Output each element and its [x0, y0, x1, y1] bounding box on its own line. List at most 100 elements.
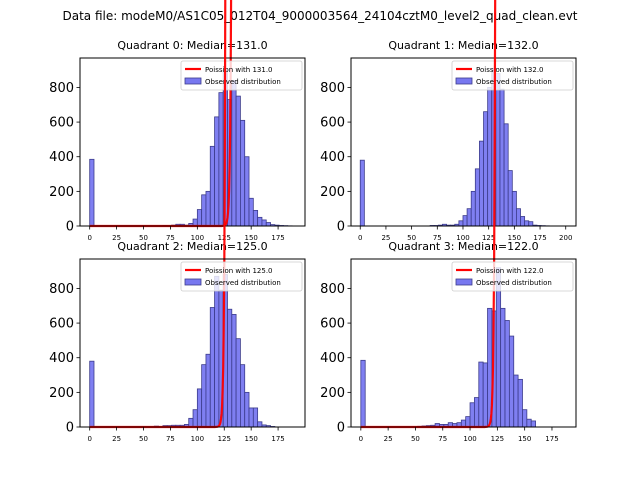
- x-tick-label: 125: [482, 234, 495, 242]
- legend-box: [180, 60, 303, 91]
- histogram-bar: [466, 208, 472, 227]
- histogram-bar: [209, 145, 215, 227]
- histogram-bar: [469, 402, 475, 428]
- x-tick-label: 75: [438, 435, 447, 443]
- y-tick-label: 200: [320, 386, 345, 401]
- legend-observed-swatch: [455, 278, 473, 286]
- x-tick-label: 0: [358, 234, 362, 242]
- y-tick-label: 600: [49, 317, 74, 332]
- x-tick-label: 125: [218, 435, 231, 443]
- x-tick-label: 175: [271, 234, 284, 242]
- legend: Poission with 125.0 Observed distribution: [180, 261, 303, 292]
- axes-frame: [350, 57, 577, 227]
- histogram-bar: [470, 190, 476, 227]
- histogram-bar: [240, 119, 246, 227]
- y-tick-label: 0: [337, 421, 345, 436]
- histogram-bar: [507, 170, 513, 227]
- histogram-bar: [526, 418, 532, 428]
- subplot-quadrant-3: Quadrant 3: Median=122.0 0 200 400 600 800 0 25…: [320, 0, 577, 480]
- y-tick-label: 0: [66, 421, 74, 436]
- histogram-bar: [474, 397, 480, 428]
- histogram-bar: [482, 362, 488, 428]
- histogram-bar: [517, 378, 523, 428]
- histogram-bar: [196, 209, 203, 227]
- histogram-bar: [205, 190, 211, 227]
- legend-box: [451, 60, 574, 91]
- histogram-bar: [513, 374, 519, 428]
- y-tick-label: 0: [337, 220, 345, 235]
- histogram-bar: [201, 364, 207, 428]
- x-tick-label: 100: [191, 435, 204, 443]
- histogram-bar: [201, 194, 207, 227]
- y-tick-label: 800: [49, 81, 74, 96]
- x-tick-label: 75: [433, 234, 442, 242]
- y-tick-label: 800: [320, 81, 345, 96]
- subplot-quadrant-2: Quadrant 2: Median=125.0 0 200 400 600 800 0 25…: [49, 0, 306, 480]
- x-tick-label: 25: [112, 435, 121, 443]
- histogram-bar: [465, 416, 471, 428]
- histogram-bar: [503, 123, 509, 227]
- x-tick-label: 0: [359, 435, 363, 443]
- legend-poisson-label: Poission with 125.0: [205, 267, 273, 275]
- histogram-bar: [89, 158, 95, 227]
- histogram-bar: [462, 215, 468, 227]
- x-tick-label: 150: [244, 435, 257, 443]
- legend: Poission with 122.0 Observed distribution: [451, 261, 574, 292]
- histogram-bar: [248, 407, 254, 428]
- y-tick-label: 200: [49, 185, 74, 200]
- histogram-bar: [474, 168, 480, 227]
- subplot-title: Quadrant 1: Median=132.0: [388, 39, 538, 52]
- histogram-bar: [500, 307, 506, 428]
- histogram-bar: [188, 417, 194, 428]
- legend-box: [451, 261, 574, 292]
- legend: Poission with 132.0 Observed distribution: [451, 60, 574, 91]
- y-tick-label: 600: [320, 317, 345, 332]
- subplot-quadrant-0: Quadrant 0: Median=131.0 0 200 400 600 800 0 25…: [49, 0, 306, 480]
- legend-observed-swatch: [184, 278, 202, 286]
- y-tick-label: 200: [320, 185, 345, 200]
- y-tick-label: 200: [49, 386, 74, 401]
- y-tick-label: 600: [49, 116, 74, 131]
- x-tick-label: 25: [381, 234, 390, 242]
- histogram-bar: [257, 216, 263, 227]
- histogram-bar: [511, 190, 517, 227]
- x-tick-label: 175: [545, 435, 558, 443]
- histogram-bar: [487, 87, 493, 227]
- x-tick-label: 75: [166, 435, 175, 443]
- histogram-bar: [205, 353, 211, 428]
- histogram-bar: [214, 275, 220, 428]
- x-tick-label: 75: [166, 234, 175, 242]
- histogram-bar: [209, 307, 215, 428]
- subplot-title: Quadrant 2: Median=125.0: [117, 240, 267, 253]
- legend-poisson-label: Poission with 122.0: [476, 267, 544, 275]
- legend-observed-swatch: [184, 77, 202, 85]
- x-tick-label: 175: [271, 435, 284, 443]
- y-tick-label: 400: [49, 150, 74, 165]
- histogram-bar: [231, 314, 237, 428]
- x-tick-label: 100: [456, 234, 469, 242]
- x-tick-label: 100: [191, 234, 204, 242]
- histogram-bar: [261, 219, 267, 227]
- y-tick-label: 400: [320, 150, 345, 165]
- x-tick-label: 150: [508, 234, 521, 242]
- histogram-bar: [257, 421, 263, 428]
- histogram-bar: [227, 308, 233, 428]
- x-tick-label: 50: [139, 435, 148, 443]
- histogram-bar: [359, 159, 365, 227]
- histogram-bar: [516, 208, 521, 227]
- histogram-bar: [218, 92, 224, 227]
- x-tick-label: 125: [491, 435, 504, 443]
- x-tick-label: 200: [559, 234, 572, 242]
- x-tick-label: 150: [244, 234, 257, 242]
- histogram-bar: [360, 359, 366, 428]
- y-tick-label: 400: [49, 351, 74, 366]
- histogram-bar: [504, 320, 510, 428]
- histogram-bar: [244, 156, 250, 227]
- axes-frame: [350, 258, 577, 428]
- histogram-bar: [522, 409, 528, 428]
- histogram-bar: [235, 95, 241, 227]
- histogram-bar: [235, 338, 241, 428]
- histogram-bar: [248, 197, 254, 227]
